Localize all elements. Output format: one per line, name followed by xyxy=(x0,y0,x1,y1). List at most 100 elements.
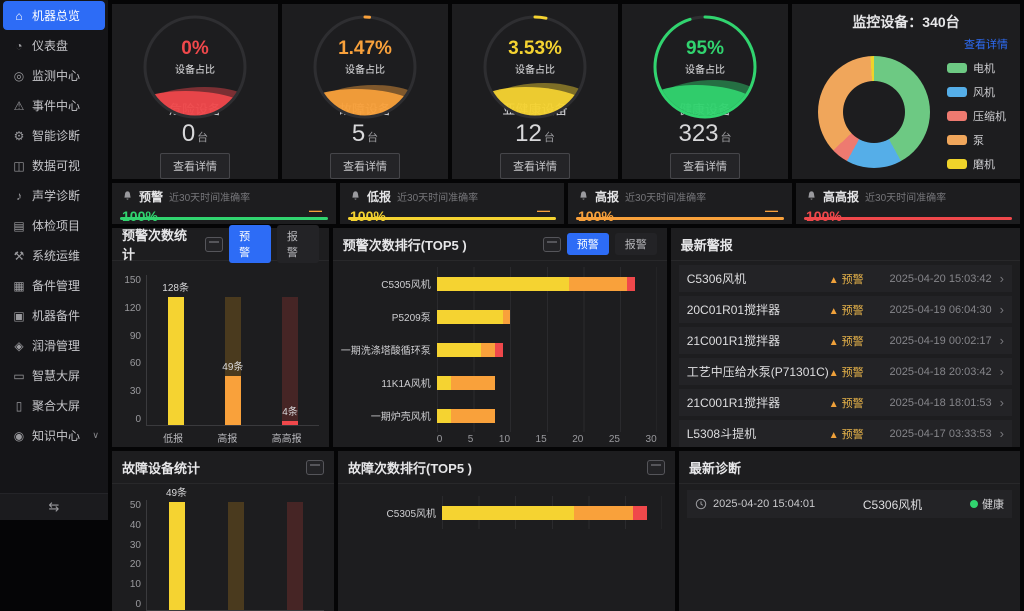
stat-count: 12 台 xyxy=(515,120,555,148)
calendar-icon[interactable] xyxy=(306,459,324,475)
gauge-ring xyxy=(483,15,587,119)
legend-label: 电机 xyxy=(973,63,995,75)
calendar-icon[interactable] xyxy=(542,236,561,252)
alert-row[interactable]: 21C001R1搅拌器 ▲ 预警 2025-04-18 18:01:53 › xyxy=(678,389,1012,416)
legend-item-mill[interactable]: 磨机 xyxy=(947,156,1006,172)
sidebar-item-lubrication-mgmt[interactable]: ◈ 润滑管理 xyxy=(3,331,105,360)
sidebar-item-knowledge-center[interactable]: ◉ 知识中心 ∨ xyxy=(3,421,105,450)
alarm-icon xyxy=(808,191,815,200)
alert-time: 2025-04-18 20:03:42 xyxy=(889,365,992,378)
sidebar-item-label: 机器备件 xyxy=(32,309,81,323)
alert-row[interactable]: 20C01R01搅拌器 ▲ 预警 2025-04-19 06:04:30 › xyxy=(678,296,1012,323)
chevron-right-icon[interactable]: › xyxy=(999,333,1004,348)
view-details-link[interactable]: 查看详情 xyxy=(964,39,1008,51)
percent-value: 0% xyxy=(181,38,209,59)
segment-high xyxy=(451,375,496,390)
tab-alarm[interactable]: 报警 xyxy=(276,225,319,263)
sidebar-item-spare-parts-mgmt[interactable]: ▦ 备件管理 xyxy=(3,271,105,300)
sidebar-collapse-toggle[interactable]: ⇆ xyxy=(0,493,108,520)
chevron-right-icon[interactable]: › xyxy=(999,302,1004,317)
category-labels: C5305风机 P5209泵 一期洗涤塔酸循环泵 11K1A风机 一期炉壳风机 xyxy=(333,267,437,432)
x-tick: 10 xyxy=(498,434,511,445)
sidebar: ⌂ 机器总览 ◔ 仪表盘 ◎ 监测中心 ⚠ 事件中心 ⚙ 智能诊断 ◫ 数据可视… xyxy=(0,0,108,520)
sidebar-item-checkup-project[interactable]: ▤ 体检项目 xyxy=(3,211,105,240)
fault-gauge: 1.47% 设备占比 xyxy=(312,14,418,119)
segment-low xyxy=(436,375,452,390)
tab-alarm[interactable]: 报警 xyxy=(614,233,657,255)
panel-title: 故障次数排行(TOP5 ) xyxy=(348,460,472,476)
tab-warning[interactable]: 预警 xyxy=(229,225,271,263)
accuracy-card-highhigh-alarm: 高高报 近30天时间准确率 100% xyxy=(796,183,1020,224)
sidebar-item-aggregate-screen[interactable]: ▯ 聚合大屏 xyxy=(3,391,105,420)
tab-warning[interactable]: 预警 xyxy=(566,233,609,255)
alert-device: 工艺中压给水泵(P71301C) xyxy=(686,365,829,379)
count-unit: 台 xyxy=(543,132,555,144)
plot-area xyxy=(442,496,662,529)
alert-row[interactable]: 工艺中压给水泵(P71301C) ▲ 预警 2025-04-18 20:03:42… xyxy=(678,358,1012,385)
subhealth-gauge: 3.53% 设备占比 xyxy=(482,14,588,119)
accuracy-progress-bar xyxy=(120,217,328,220)
panel-title: 预警次数排行(TOP5 ) xyxy=(342,237,467,253)
alert-row[interactable]: 21C001R1搅拌器 ▲ 预警 2025-04-19 00:02:17 › xyxy=(678,327,1012,354)
legend-dash-marker: — xyxy=(765,203,778,218)
view-details-button[interactable]: 查看详情 xyxy=(670,153,740,179)
danger-gauge: 0% 设备占比 xyxy=(142,14,248,119)
calendar-icon[interactable] xyxy=(647,459,665,475)
sidebar-item-data-visual[interactable]: ◫ 数据可视 xyxy=(3,151,105,180)
accuracy-subtitle: 近30天时间准确率 xyxy=(397,193,479,204)
accuracy-card-warning: 预警 近30天时间准确率 100% — xyxy=(112,183,336,224)
segment-highhigh xyxy=(627,276,635,291)
alert-row[interactable]: L5308斗提机 ▲ 预警 2025-04-17 03:33:53 › xyxy=(678,420,1012,447)
warning-triangle-icon: ▲ xyxy=(828,336,839,348)
chevron-right-icon[interactable]: › xyxy=(999,364,1004,379)
legend-item-pump[interactable]: 泵 xyxy=(947,132,1006,148)
sidebar-item-monitor-center[interactable]: ◎ 监测中心 xyxy=(3,61,105,90)
chevron-right-icon[interactable]: › xyxy=(999,426,1004,441)
sidebar-item-label: 机器总览 xyxy=(32,9,81,23)
view-details-button[interactable]: 查看详情 xyxy=(330,153,400,179)
sidebar-item-acoustic-diagnosis[interactable]: ♪ 声学诊断 xyxy=(3,181,105,210)
view-details-button[interactable]: 查看详情 xyxy=(500,153,570,179)
sidebar-item-label: 数据可视 xyxy=(32,159,81,173)
y-tick: 0 xyxy=(135,598,141,610)
sidebar-item-machine-overview[interactable]: ⌂ 机器总览 xyxy=(3,1,105,30)
legend-item-fan[interactable]: 风机 xyxy=(947,84,1006,100)
alert-icon: ⚠ xyxy=(13,98,25,113)
view-details-button[interactable]: 查看详情 xyxy=(160,153,230,179)
fault-stats-panel: 故障设备统计 50 40 30 20 10 0 49条 xyxy=(112,451,334,611)
sidebar-item-label: 体检项目 xyxy=(32,219,81,233)
y-tick: 40 xyxy=(129,519,141,531)
sidebar-item-machine-parts[interactable]: ▣ 机器备件 xyxy=(3,301,105,330)
sidebar-item-label: 事件中心 xyxy=(32,99,81,113)
screen-icon: ▭ xyxy=(13,368,25,383)
sidebar-item-smart-diagnosis[interactable]: ⚙ 智能诊断 xyxy=(3,121,105,150)
monitored-devices-title: 监控设备：340台 xyxy=(852,14,960,30)
chevron-right-icon[interactable]: › xyxy=(999,271,1004,286)
legend-item-compressor[interactable]: 压缩机 xyxy=(947,108,1006,124)
calendar-icon[interactable] xyxy=(205,236,224,252)
monitored-devices-panel: 监控设备：340台 查看详情 电机 风机 压缩机 xyxy=(792,4,1020,179)
diagnosis-row[interactable]: 2025-04-20 15:04:01 C5306风机 健康 xyxy=(687,490,1012,518)
screen-icon: ▯ xyxy=(15,398,23,413)
legend-item-motor[interactable]: 电机 xyxy=(947,60,1006,76)
sidebar-item-smart-screen[interactable]: ▭ 智慧大屏 xyxy=(3,361,105,390)
segment-high xyxy=(573,505,633,520)
legend-label: 风机 xyxy=(973,87,995,99)
x-tick: 20 xyxy=(572,434,584,445)
sidebar-item-dashboard[interactable]: ◔ 仪表盘 xyxy=(3,31,105,60)
alert-row[interactable]: C5306风机 ▲ 预警 2025-04-20 15:03:42 › xyxy=(678,265,1012,292)
chevron-right-icon[interactable]: › xyxy=(999,395,1004,410)
x-cat: 高高报 xyxy=(271,434,302,445)
bar-track xyxy=(282,297,299,425)
plot-area xyxy=(436,267,657,432)
percent-value: 95% xyxy=(685,38,725,59)
liquid-fill xyxy=(316,18,414,116)
sidebar-item-label: 智能诊断 xyxy=(32,129,81,143)
sidebar-item-event-center[interactable]: ⚠ 事件中心 xyxy=(3,91,105,120)
warning-badge: ▲ 预警 xyxy=(828,428,864,441)
sidebar-item-system-ops[interactable]: ⚒ 系统运维 xyxy=(3,241,105,270)
y-tick: 0 xyxy=(135,413,141,425)
accuracy-progress-bar xyxy=(804,217,1012,220)
card-fault-devices: 1.47% 设备占比 故障设备 5台 查看详情 xyxy=(282,4,448,179)
